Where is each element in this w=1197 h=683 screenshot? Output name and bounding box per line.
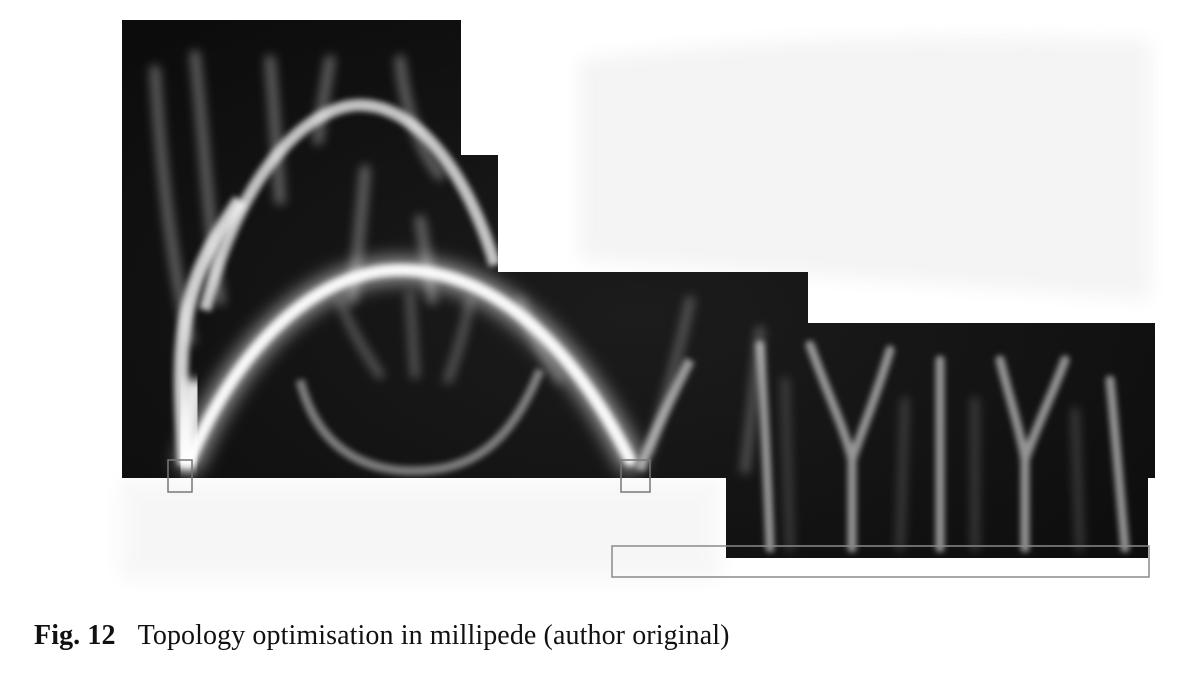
millipede-legs <box>755 340 1130 553</box>
main-arch <box>177 256 643 473</box>
bottom-support-bar <box>611 545 1150 578</box>
figure-caption: Fig. 12 Topology optimisation in milliped… <box>34 620 730 652</box>
topology-figure <box>120 20 1155 580</box>
ghost-background <box>120 37 1150 580</box>
design-domain <box>122 20 1155 558</box>
figure-caption-text: Topology optimisation in millipede (auth… <box>137 620 730 651</box>
lower-arch <box>295 368 545 476</box>
left-support-box <box>167 459 193 493</box>
right-support-glow <box>635 357 695 472</box>
supports <box>167 459 1150 578</box>
right-support-box <box>620 459 651 493</box>
figure-label: Fig. 12 <box>34 620 116 651</box>
left-support-glow <box>172 378 206 472</box>
